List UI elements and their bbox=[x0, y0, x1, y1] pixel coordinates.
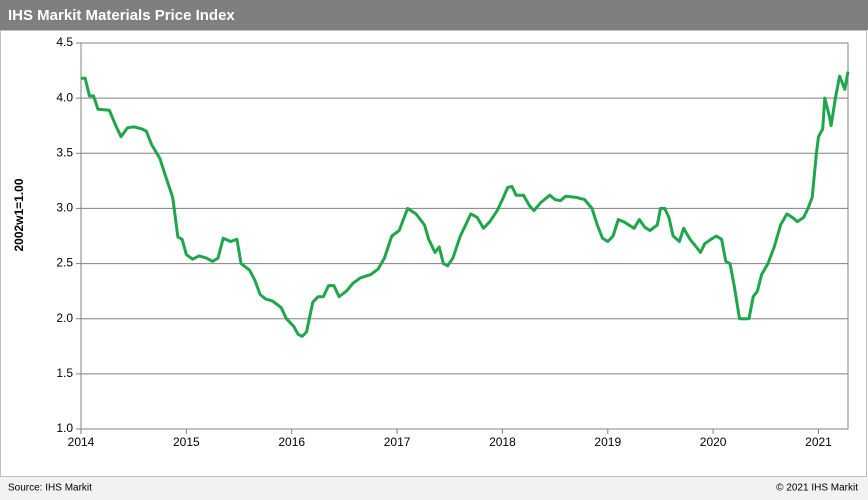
y-tick-label: 3.5 bbox=[56, 145, 73, 159]
plot-border bbox=[80, 42, 849, 430]
y-tick-label: 4.5 bbox=[56, 35, 73, 49]
data-line bbox=[81, 71, 850, 338]
title-bar bbox=[0, 0, 868, 30]
y-tick-label: 3.0 bbox=[56, 201, 73, 215]
y-tick-label: 1.0 bbox=[56, 421, 73, 435]
y-tick-label: 1.5 bbox=[56, 366, 73, 380]
x-tick-label: 2020 bbox=[700, 435, 727, 449]
x-tick-label: 2015 bbox=[173, 435, 200, 449]
chart-title: IHS Markit Materials Price Index bbox=[8, 7, 235, 24]
y-tick-label: 2.5 bbox=[56, 256, 73, 270]
x-tick-label: 2016 bbox=[278, 435, 305, 449]
chart-frame bbox=[0, 30, 867, 477]
copyright: © 2021 IHS Markit bbox=[776, 483, 858, 494]
y-axis-label: 2002w1=1.00 bbox=[12, 178, 26, 251]
y-tick-label: 2.0 bbox=[56, 311, 73, 325]
x-tick-label: 2014 bbox=[68, 435, 95, 449]
x-tick-label: 2021 bbox=[805, 435, 832, 449]
footer bbox=[0, 477, 868, 500]
x-tick-label: 2018 bbox=[489, 435, 516, 449]
y-tick-label: 4.0 bbox=[56, 90, 73, 104]
x-tick-label: 2017 bbox=[384, 435, 411, 449]
source: Source: IHS Markit bbox=[8, 483, 92, 494]
x-tick-label: 2019 bbox=[594, 435, 621, 449]
